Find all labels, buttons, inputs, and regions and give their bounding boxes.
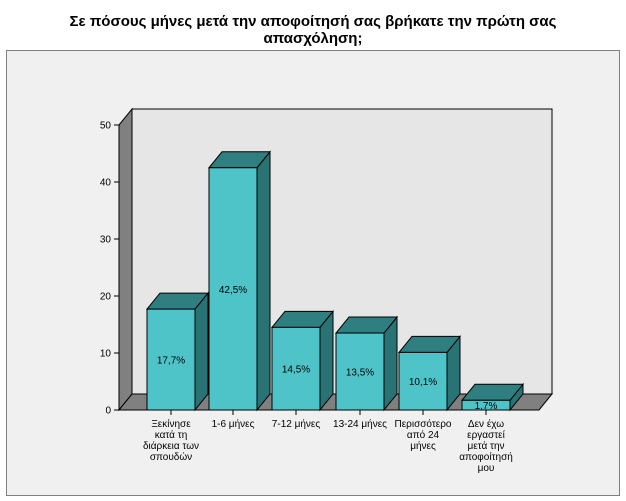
x-tick-label: 1-6 μήνες — [212, 418, 255, 430]
x-tick-label-line: 1-6 μήνες — [212, 418, 255, 430]
bar-side — [319, 309, 334, 412]
bar-value-label: 42,5% — [219, 285, 247, 296]
y-tick-label: 30 — [100, 235, 112, 246]
x-tick-label-line: εργαστεί — [467, 429, 506, 441]
x-tick-label-line: σπουδών — [150, 451, 192, 463]
bar-value-label: 13,5% — [346, 368, 374, 379]
bar — [146, 308, 196, 411]
x-tick-label-line: μετά την — [467, 440, 504, 452]
bar-value-label: 14,5% — [282, 365, 310, 376]
chart-title: Σε πόσους μήνες μετά την αποφοίτησή σας … — [0, 13, 626, 47]
y-tick-label: 0 — [105, 406, 111, 417]
x-tick-label-line: αποφοίτησή — [459, 451, 513, 463]
y-tick-label: 50 — [100, 121, 112, 132]
bar-side — [194, 291, 209, 412]
chart-title-line-1: Σε πόσους μήνες μετά την αποφοίτησή σας … — [69, 13, 557, 30]
x-tick-label: Περισσότερο από 24 μήνες — [394, 418, 451, 452]
bar-side — [256, 150, 271, 412]
bar-value-label: 1,7% — [475, 401, 498, 412]
y-tick-label: 20 — [100, 292, 112, 303]
x-tick-label: Ξεκίνησε κατά τη διάρκεια των σπουδών — [143, 418, 199, 463]
x-tick-label-line: μου — [478, 463, 495, 474]
y-tick-label: 10 — [100, 349, 112, 360]
bar-value-label: 17,7% — [157, 356, 185, 367]
x-tick-label-line: Ξεκίνησε — [151, 418, 191, 430]
bar — [208, 167, 258, 411]
x-tick-label-line: 7-12 μήνες — [272, 418, 321, 430]
y-tick-label: 40 — [100, 178, 112, 189]
chart-side-wall — [118, 107, 133, 412]
x-tick-label: 13-24 μήνες — [333, 418, 387, 430]
x-tick-label: Δεν έχω εργαστεί μετά την αποφοίτησή μου — [459, 418, 513, 474]
chart-title-line-2: απασχόληση; — [263, 30, 363, 47]
bar-value-label: 10,1% — [409, 377, 437, 388]
x-tick-label-line: μήνες — [410, 440, 436, 452]
x-tick-label-line: κατά τη — [155, 429, 188, 441]
x-tick-label-line: Δεν έχω — [468, 418, 504, 430]
x-tick-label: 7-12 μήνες — [272, 418, 321, 430]
x-tick-label-line: από 24 — [407, 429, 440, 441]
bar — [271, 326, 321, 411]
bar — [398, 351, 448, 411]
x-tick-label-line: Περισσότερο — [394, 418, 451, 430]
x-tick-label-line: 13-24 μήνες — [333, 418, 387, 430]
x-tick-label-line: διάρκεια των — [143, 440, 199, 452]
bar — [335, 332, 385, 411]
